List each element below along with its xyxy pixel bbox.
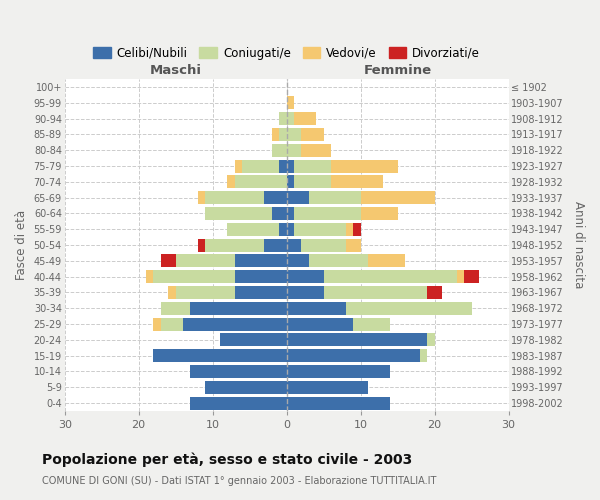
Bar — [309, 191, 361, 204]
Bar — [205, 381, 287, 394]
Bar — [287, 318, 353, 330]
Bar — [220, 334, 287, 346]
Bar — [161, 302, 190, 314]
Bar — [235, 160, 242, 172]
Bar — [353, 223, 361, 235]
Bar — [287, 302, 346, 314]
Bar — [161, 318, 183, 330]
Bar — [272, 144, 287, 156]
Legend: Celibi/Nubili, Coniugati/e, Vedovi/e, Divorziati/e: Celibi/Nubili, Coniugati/e, Vedovi/e, Di… — [88, 42, 485, 64]
Bar — [287, 270, 323, 283]
Bar — [161, 254, 176, 268]
Bar — [287, 254, 309, 268]
Bar — [331, 176, 383, 188]
Bar — [265, 191, 287, 204]
Bar — [301, 144, 331, 156]
Bar — [205, 238, 265, 252]
Text: COMUNE DI GONI (SU) - Dati ISTAT 1° gennaio 2003 - Elaborazione TUTTITALIA.IT: COMUNE DI GONI (SU) - Dati ISTAT 1° genn… — [42, 476, 436, 486]
Bar — [346, 223, 353, 235]
Bar — [287, 238, 301, 252]
Bar — [309, 254, 368, 268]
Bar — [427, 334, 434, 346]
Bar — [287, 144, 301, 156]
Text: Femmine: Femmine — [364, 64, 431, 77]
Bar — [301, 128, 323, 141]
Bar — [146, 270, 154, 283]
Bar — [168, 286, 176, 299]
Y-axis label: Fasce di età: Fasce di età — [15, 210, 28, 280]
Bar — [287, 365, 390, 378]
Bar — [287, 381, 368, 394]
Bar — [301, 238, 346, 252]
Bar — [287, 191, 309, 204]
Text: Maschi: Maschi — [149, 64, 202, 77]
Bar — [272, 128, 279, 141]
Bar — [420, 349, 427, 362]
Bar — [183, 318, 287, 330]
Bar — [323, 270, 457, 283]
Bar — [190, 302, 287, 314]
Bar — [279, 128, 287, 141]
Bar — [279, 112, 287, 125]
Bar — [235, 286, 287, 299]
Bar — [154, 318, 161, 330]
Bar — [235, 254, 287, 268]
Bar — [294, 223, 346, 235]
Bar — [361, 207, 398, 220]
Bar — [287, 112, 294, 125]
Bar — [154, 270, 235, 283]
Bar — [227, 176, 235, 188]
Y-axis label: Anni di nascita: Anni di nascita — [572, 202, 585, 288]
Bar — [294, 207, 361, 220]
Bar — [331, 160, 398, 172]
Bar — [227, 223, 279, 235]
Bar — [190, 365, 287, 378]
Bar — [190, 396, 287, 409]
Bar — [198, 191, 205, 204]
Bar — [205, 207, 272, 220]
Bar — [294, 112, 316, 125]
Bar — [323, 286, 427, 299]
Bar — [368, 254, 405, 268]
Bar — [457, 270, 464, 283]
Bar — [287, 396, 390, 409]
Bar — [198, 238, 205, 252]
Bar — [279, 160, 287, 172]
Bar — [287, 207, 294, 220]
Bar — [272, 207, 287, 220]
Bar — [287, 334, 427, 346]
Bar — [427, 286, 442, 299]
Text: Popolazione per età, sesso e stato civile - 2003: Popolazione per età, sesso e stato civil… — [42, 452, 412, 467]
Bar — [346, 302, 472, 314]
Bar — [265, 238, 287, 252]
Bar — [287, 349, 420, 362]
Bar — [287, 223, 294, 235]
Bar — [287, 96, 294, 110]
Bar — [287, 176, 294, 188]
Bar — [287, 128, 301, 141]
Bar — [242, 160, 279, 172]
Bar — [205, 191, 265, 204]
Bar — [176, 286, 235, 299]
Bar — [287, 160, 294, 172]
Bar — [361, 191, 434, 204]
Bar — [294, 160, 331, 172]
Bar — [235, 270, 287, 283]
Bar — [346, 238, 361, 252]
Bar — [287, 286, 323, 299]
Bar — [279, 223, 287, 235]
Bar — [176, 254, 235, 268]
Bar — [154, 349, 287, 362]
Bar — [235, 176, 287, 188]
Bar — [353, 318, 390, 330]
Bar — [294, 176, 331, 188]
Bar — [464, 270, 479, 283]
